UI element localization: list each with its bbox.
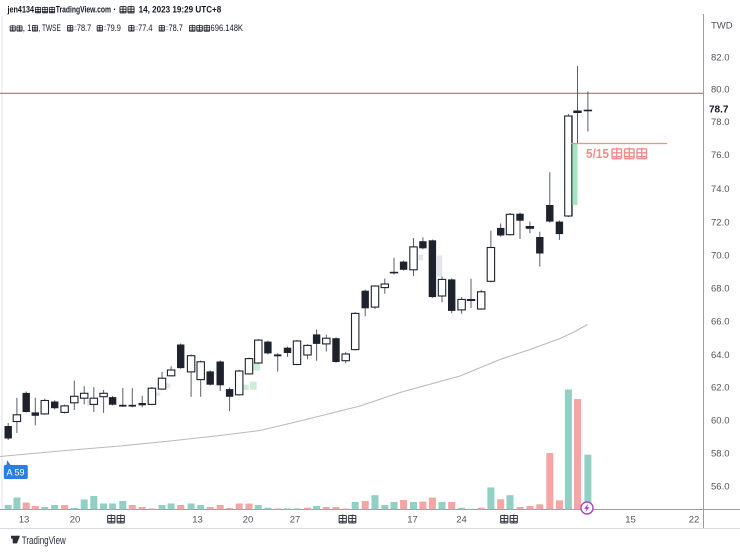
svg-text:TradingView.com: TradingView.com: [56, 5, 111, 15]
svg-text:77.4: 77.4: [138, 23, 152, 33]
svg-text:68.0: 68.0: [711, 283, 730, 294]
svg-text:·: ·: [113, 5, 116, 15]
svg-text:66.0: 66.0: [711, 316, 730, 327]
svg-text:A 59: A 59: [7, 468, 25, 478]
svg-text:14, 2023 19:29 UTC+8: 14, 2023 19:29 UTC+8: [139, 5, 222, 15]
svg-text:60.0: 60.0: [711, 415, 730, 426]
svg-text:=: =: [103, 23, 106, 33]
svg-text:56.0: 56.0: [711, 481, 730, 492]
svg-text:27: 27: [290, 515, 301, 526]
svg-text:82.0: 82.0: [711, 52, 730, 63]
svg-text:24: 24: [456, 515, 467, 526]
svg-text:5/15: 5/15: [586, 147, 609, 161]
svg-text:=: =: [135, 23, 138, 33]
svg-text:58.0: 58.0: [711, 448, 730, 459]
svg-text:74.0: 74.0: [711, 184, 730, 195]
svg-text:TradingView: TradingView: [22, 535, 66, 547]
svg-text:72.0: 72.0: [711, 217, 730, 228]
svg-text:78.7: 78.7: [709, 105, 729, 116]
svg-text:, 1: , 1: [23, 23, 32, 33]
svg-text:13: 13: [19, 515, 30, 526]
svg-text:80.0: 80.0: [711, 84, 730, 95]
svg-text:jen4134: jen4134: [7, 5, 34, 15]
svg-text:70.0: 70.0: [711, 250, 730, 261]
svg-text:, TWSE: , TWSE: [39, 23, 61, 33]
svg-text:13: 13: [192, 515, 203, 526]
svg-text:696.148K: 696.148K: [211, 23, 244, 33]
svg-text:17: 17: [407, 515, 418, 526]
svg-text:=: =: [165, 23, 168, 33]
svg-text:15: 15: [625, 515, 636, 526]
svg-text:78.0: 78.0: [711, 117, 730, 128]
svg-text:76.0: 76.0: [711, 150, 730, 161]
svg-text:64.0: 64.0: [711, 350, 730, 361]
svg-text:20: 20: [70, 515, 81, 526]
svg-text:20: 20: [243, 515, 254, 526]
svg-text:62.0: 62.0: [711, 383, 730, 394]
svg-text:78.7: 78.7: [77, 23, 91, 33]
svg-text:=: =: [74, 23, 77, 33]
svg-text:79.9: 79.9: [107, 23, 121, 33]
svg-text:TWD: TWD: [711, 20, 733, 31]
svg-text:78.7: 78.7: [169, 23, 183, 33]
svg-text:22: 22: [689, 515, 700, 526]
